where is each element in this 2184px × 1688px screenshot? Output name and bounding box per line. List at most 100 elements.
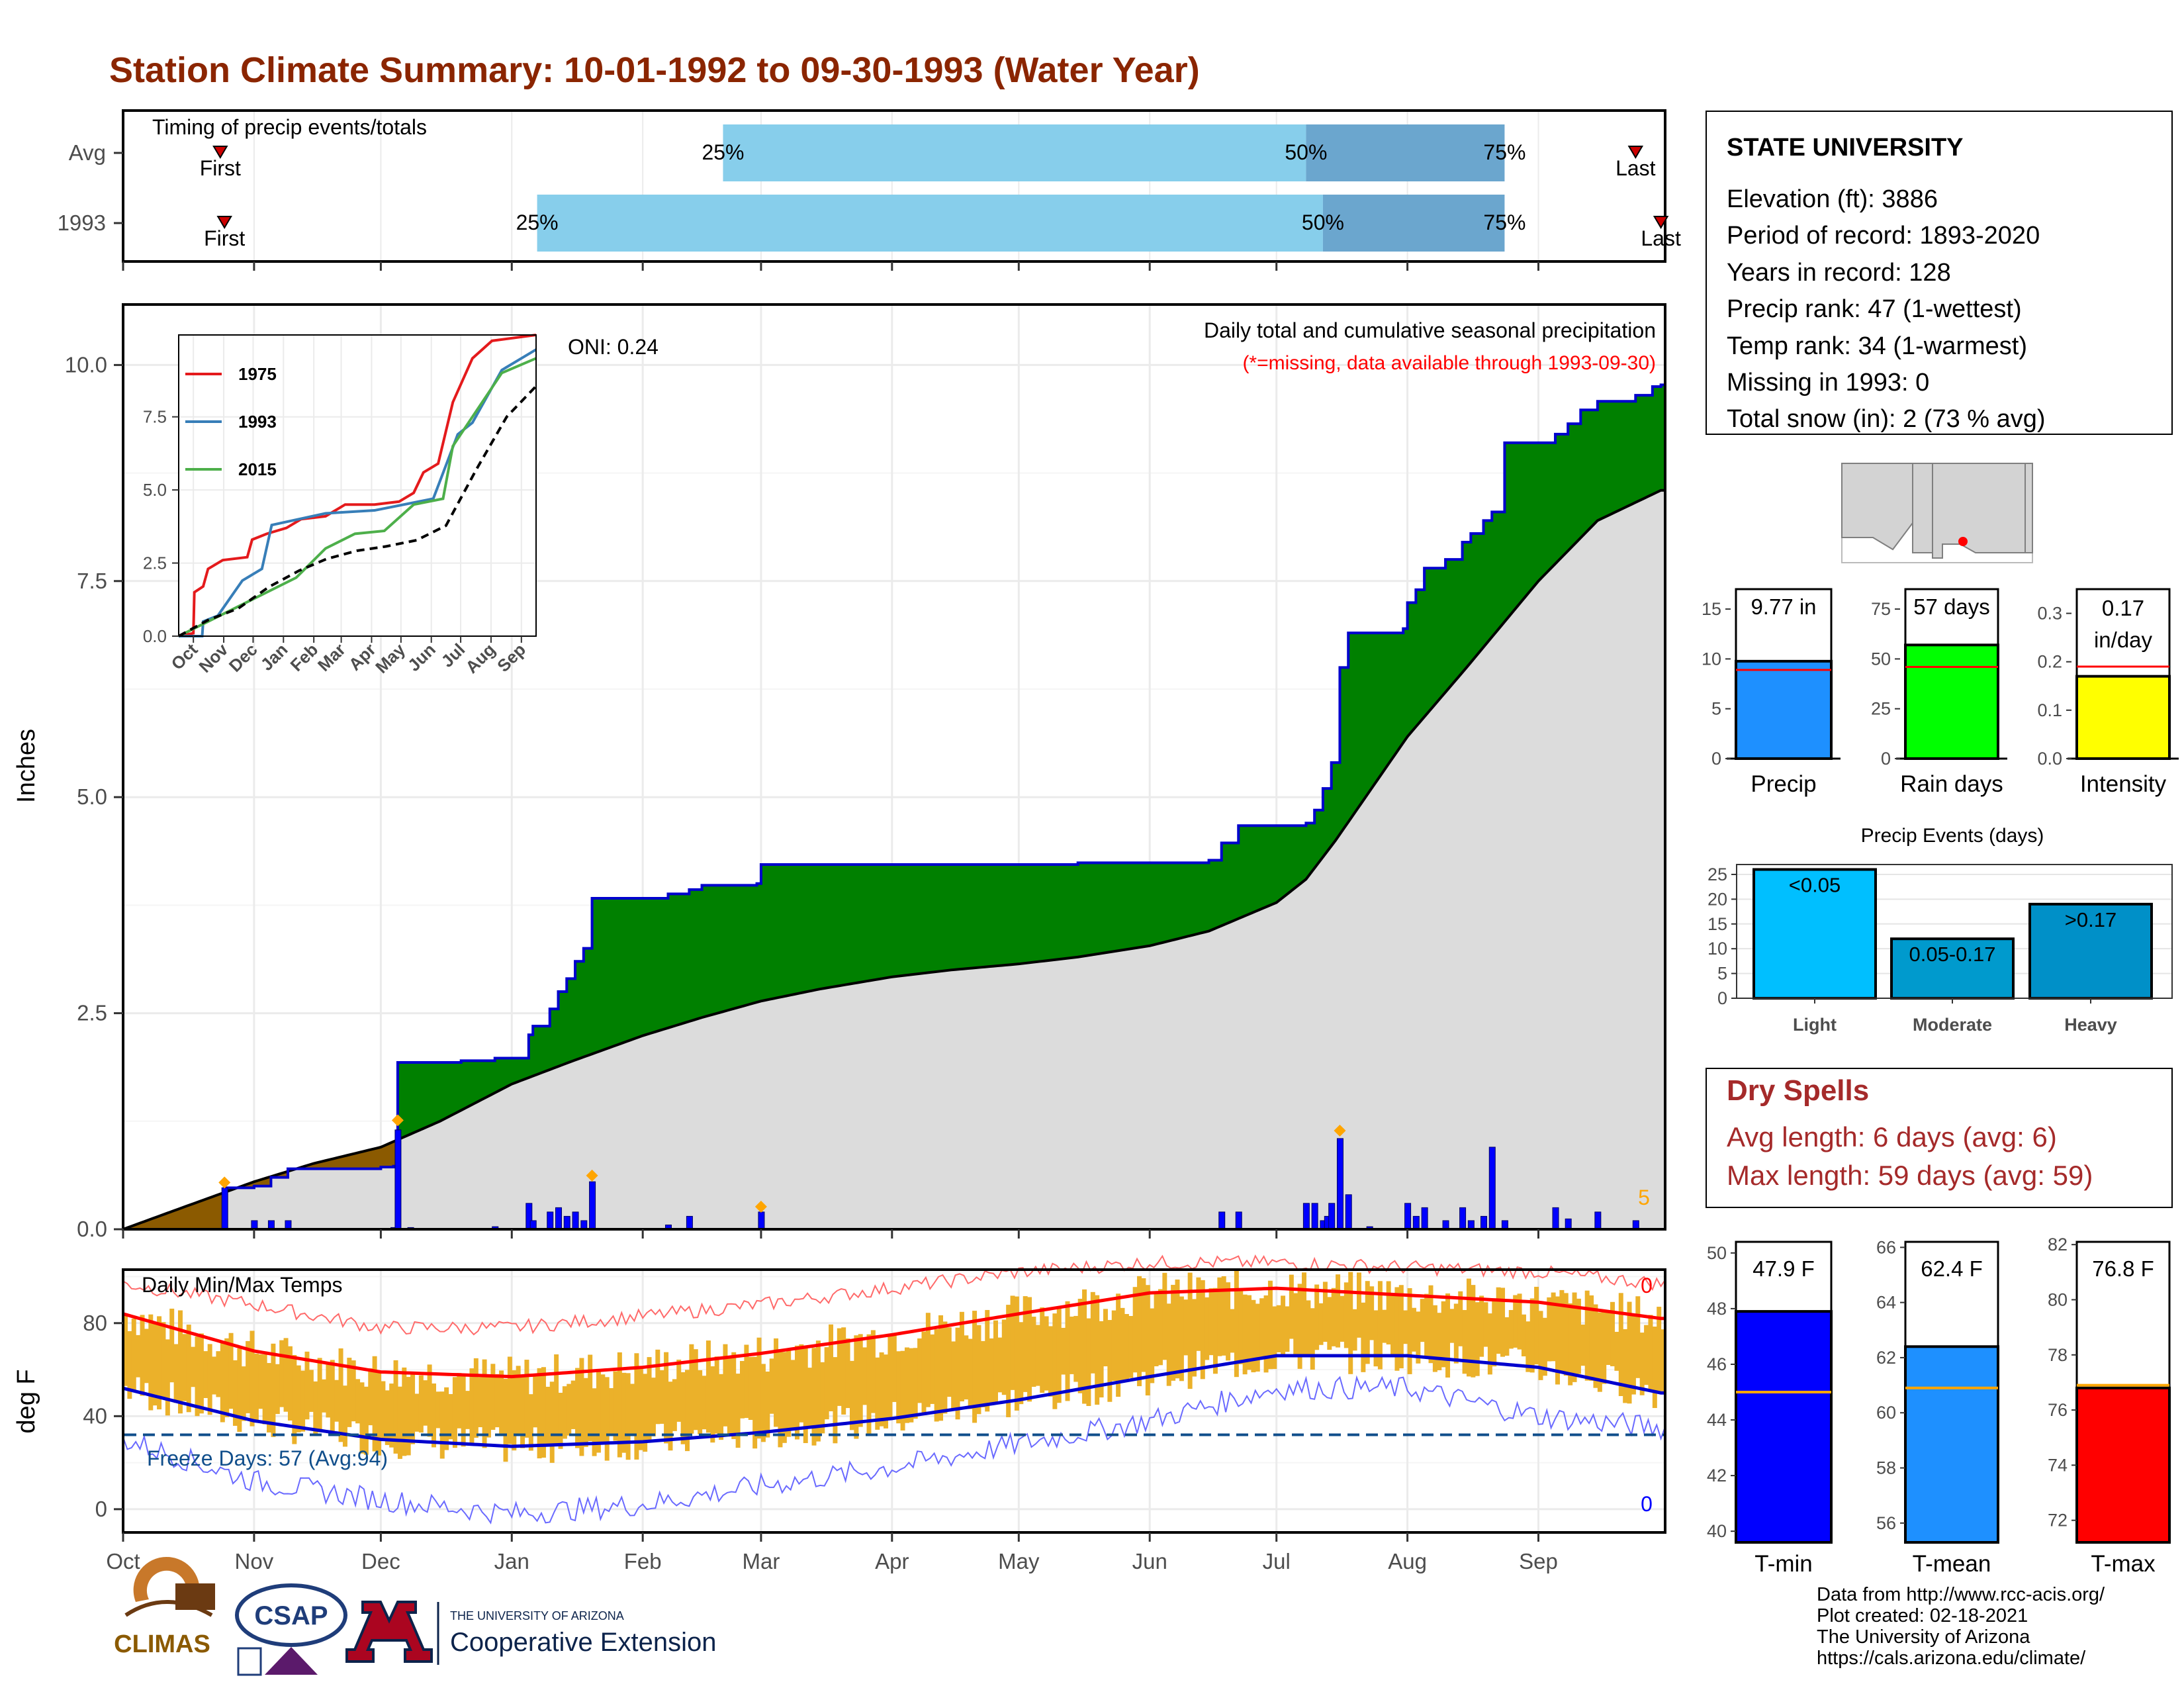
temp-bar-tick-label: 46: [1707, 1354, 1727, 1374]
daily-temp-range-bar: [1179, 1296, 1184, 1382]
summary-bar-value-label: 57 days: [1913, 594, 1990, 619]
inset-legend-label: 1993: [238, 412, 277, 432]
daily-precip-bar: [572, 1211, 579, 1230]
daily-temp-range-bar: [410, 1374, 416, 1444]
daily-temp-range-bar: [955, 1327, 960, 1420]
daily-temp-range-bar: [1069, 1316, 1074, 1374]
precip-y-tick-label: 7.5: [77, 569, 107, 593]
temp-bar-tick-label: 82: [2048, 1235, 2068, 1254]
daily-temp-range-bar: [1124, 1314, 1129, 1382]
temperature-panel: 0 40 80 deg F Daily Min/Max Temps Freeze D…: [13, 1254, 1666, 1534]
daily-temp-range-bar: [402, 1367, 407, 1456]
daily-temp-range-bar: [448, 1393, 453, 1440]
month-tick-label: Mar: [742, 1549, 780, 1573]
daily-temp-range-bar: [583, 1378, 588, 1447]
daily-temp-range-bar: [938, 1315, 944, 1421]
daily-temp-range-bar: [355, 1379, 361, 1424]
daily-temp-range-bar: [1445, 1293, 1451, 1378]
temp-panel-label: Daily Min/Max Temps: [142, 1273, 342, 1297]
daily-temp-range-bar: [554, 1354, 559, 1444]
daily-temp-range-bar: [609, 1387, 614, 1434]
daily-temp-range-bar: [1492, 1299, 1497, 1367]
summary-bar-fill: [1904, 643, 1999, 760]
daily-temp-range-bar: [1525, 1321, 1531, 1372]
daily-temp-range-bar: [131, 1318, 136, 1390]
temp-summary-bars: 47.9 F 40 42 44 46 48 50 T-min 62.4 F 56 58 60 62 64 6…: [1707, 1235, 2171, 1577]
daily-temp-range-bar: [849, 1360, 854, 1430]
daily-temp-range-bar: [169, 1308, 175, 1383]
info-temp-rank: Temp rank: 34 (1-warmest): [1727, 332, 2027, 360]
daily-temp-range-bar: [723, 1344, 728, 1427]
daily-temp-range-bar: [1327, 1297, 1332, 1350]
summary-bar-name: Precip: [1751, 771, 1816, 797]
heavy-event-marker: [218, 1176, 231, 1189]
temp-record-high-count: 0: [1641, 1274, 1653, 1297]
daily-temp-range-bar: [570, 1380, 576, 1429]
daily-temp-range-bar: [558, 1393, 563, 1449]
daily-temp-range-bar: [1251, 1299, 1256, 1373]
daily-temp-range-bar: [1234, 1269, 1239, 1378]
daily-temp-range-bar: [1623, 1329, 1628, 1403]
daily-temp-range-bar: [359, 1382, 365, 1454]
daily-temp-range-bar: [516, 1366, 521, 1436]
daily-temp-range-bar: [161, 1322, 166, 1399]
precip-subtitle: Daily total and cumulative seasonal prec…: [1204, 318, 1656, 342]
daily-temp-range-bar: [1090, 1291, 1095, 1374]
daily-temp-range-bar: [1563, 1293, 1569, 1376]
temp-bar-name: T-min: [1754, 1551, 1813, 1577]
daily-temp-range-bar: [368, 1368, 373, 1426]
daily-temp-range-bar: [1031, 1317, 1036, 1387]
daily-temp-range-bar: [1217, 1277, 1222, 1356]
daily-temp-range-bar: [655, 1349, 660, 1425]
daily-temp-range-bar: [1534, 1286, 1539, 1365]
daily-temp-range-bar: [930, 1334, 935, 1404]
daily-precip-bar: [1311, 1203, 1318, 1230]
daily-temp-range-bar: [748, 1356, 753, 1420]
daily-temp-range-bar: [1343, 1282, 1349, 1348]
temp-y-tick-label: 40: [83, 1403, 107, 1428]
daily-temp-range-bar: [1289, 1274, 1294, 1339]
temp-bar-tick-label: 80: [2048, 1289, 2068, 1309]
credit-line-2: Plot created: 02-18-2021: [1817, 1605, 2028, 1626]
daily-temp-range-bar: [304, 1351, 310, 1420]
precip-y-ticks: 0.0 2.5 5.0 7.5 10.0: [65, 352, 123, 1241]
daily-precip-bar: [1565, 1218, 1572, 1230]
daily-temp-range-bar: [782, 1352, 787, 1443]
daily-temp-range-bar: [1183, 1299, 1189, 1356]
timing-panel-label: Timing of precip events/totals: [152, 115, 427, 139]
daily-temp-range-bar: [613, 1371, 618, 1441]
daily-temp-range-bar: [1466, 1278, 1471, 1377]
summary-bar-tick-label: 15: [1702, 599, 1721, 619]
daily-temp-range-bar: [731, 1352, 737, 1439]
daily-temp-range-bar: [774, 1338, 779, 1427]
daily-temp-range-bar: [980, 1340, 985, 1407]
average-cumulative-line: [122, 489, 1665, 1231]
daily-temp-range-bar: [1052, 1313, 1058, 1409]
daily-precip-bar: [547, 1211, 554, 1230]
summary-bar-tick-label: 50: [1871, 649, 1891, 669]
daily-temp-range-bar: [533, 1376, 538, 1428]
daily-temp-range-bar: [1424, 1293, 1430, 1357]
daily-temp-range-bar: [1208, 1288, 1214, 1356]
summary-bar-fill: [2075, 675, 2171, 761]
daily-temp-range-bar: [1449, 1309, 1455, 1343]
daily-temp-range-bar: [1086, 1318, 1091, 1407]
daily-temp-range-bar: [1496, 1287, 1501, 1354]
summary-bar-tick-label: 0.0: [2037, 749, 2062, 769]
daily-temp-range-bar: [207, 1344, 212, 1415]
daily-temp-range-bar: [625, 1373, 631, 1460]
daily-temp-range-bar: [740, 1360, 745, 1419]
daily-temp-range-bar: [1614, 1331, 1619, 1371]
daily-temp-range-bar: [685, 1370, 690, 1452]
temp-bar-tick-label: 48: [1707, 1299, 1727, 1319]
events-bar-light: [1752, 868, 1877, 1000]
ua-logo: [345, 1601, 433, 1663]
events-category-label: Moderate: [1913, 1015, 1992, 1035]
daily-temp-range-bar: [1035, 1325, 1040, 1386]
dry-spells-avg: Avg length: 6 days (avg: 6): [1727, 1121, 2057, 1152]
daily-temp-range-bar: [283, 1338, 289, 1412]
quantile-label: 50%: [1302, 211, 1344, 234]
daily-temp-range-bar: [803, 1347, 808, 1444]
daily-temp-range-bar: [1627, 1301, 1632, 1404]
daily-temp-range-bar: [1095, 1295, 1100, 1405]
